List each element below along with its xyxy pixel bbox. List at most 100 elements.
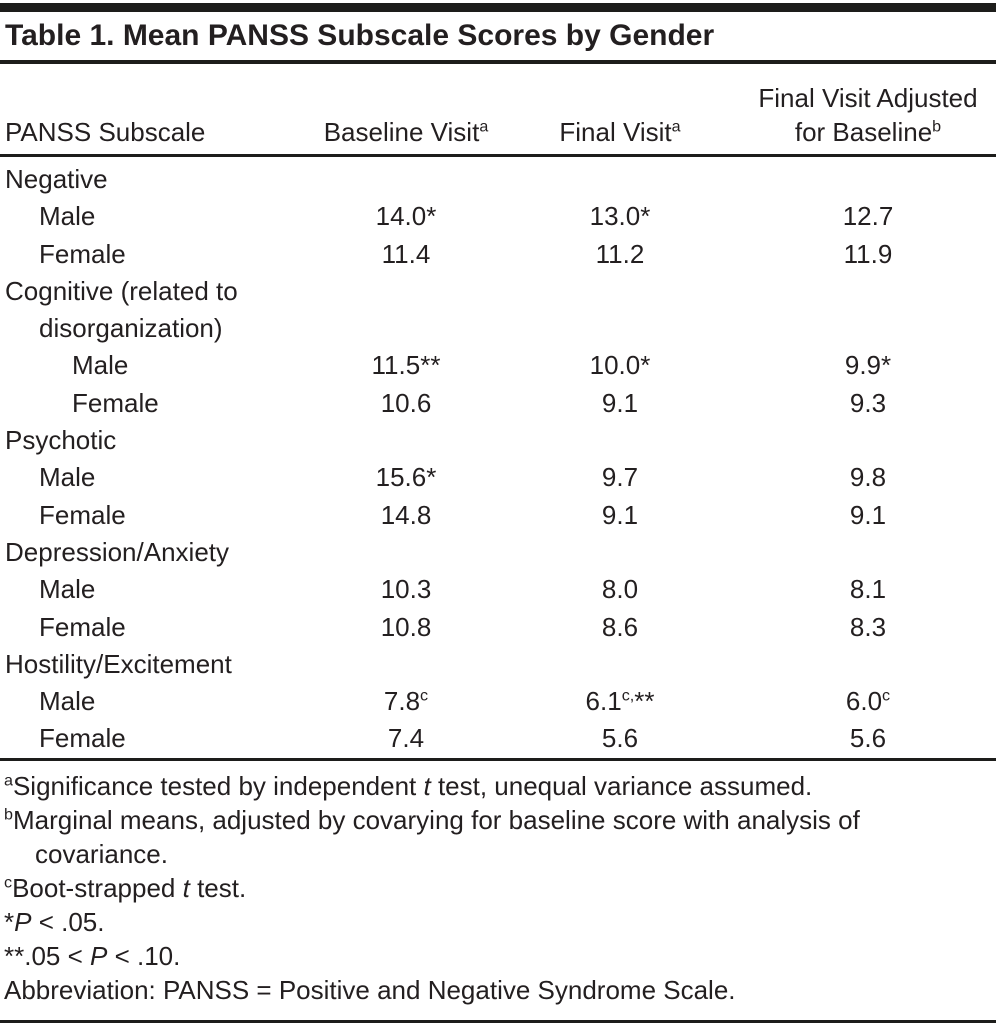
cell-final-visit-adjusted: 11.9 [843, 238, 893, 269]
cell-final-visit-adjusted: 8.3 [849, 611, 887, 642]
cell-baseline-visit: 14.0* [375, 201, 437, 232]
table-title: Table 1. Mean PANSS Subscale Scores by G… [5, 19, 715, 52]
column-header-final-visit-adjusted: Final Visit Adjusted for Baselineb [740, 81, 996, 149]
column-header-final-visit: Final Visita [559, 117, 681, 147]
footnote-line: aSignificance tested by independent t te… [4, 770, 813, 801]
row-label: Male [39, 686, 96, 717]
column-header-final-visit-adjusted-line1: Final Visit Adjusted [758, 83, 978, 113]
table-row: Female 14.8 9.1 9.1 [0, 497, 996, 534]
row-label: Female [39, 611, 126, 642]
table-row: Hostility/Excitement [0, 646, 996, 683]
cell-baseline-visit [322, 534, 490, 571]
cell-baseline-visit: 10.8 [380, 611, 432, 642]
cell-baseline-visit: 10.6 [380, 387, 432, 418]
column-header-final-visit-adjusted-line2: for Baselineb [794, 117, 942, 147]
cell-baseline-visit: 11.4 [381, 238, 431, 269]
title-rule [0, 60, 996, 64]
cell-final-visit [540, 161, 700, 198]
footnote-line: covariance. [35, 838, 168, 869]
header-rule [0, 154, 996, 157]
cell-baseline-visit [322, 310, 490, 347]
cell-final-visit: 6.1c,** [585, 686, 655, 717]
cell-final-visit-adjusted: 9.9* [844, 350, 892, 381]
table-body: Negative Male 14.0* 13.0* 12.7 Female 11.4 11.2… [0, 157, 996, 758]
table-row: Male 10.3 8.0 8.1 [0, 571, 996, 608]
cell-final-visit [540, 534, 700, 571]
body-rule [0, 757, 996, 761]
cell-final-visit-adjusted: 9.8 [849, 462, 887, 493]
row-label: Male [39, 574, 96, 605]
cell-final-visit-adjusted [740, 161, 996, 198]
cell-final-visit-adjusted: 5.6 [849, 723, 887, 754]
cell-final-visit-adjusted [740, 534, 996, 571]
row-label: Female [39, 238, 126, 269]
table-row: Female 10.6 9.1 9.3 [0, 385, 996, 422]
cell-baseline-visit [322, 161, 490, 198]
cell-final-visit-adjusted [740, 422, 996, 459]
footnote-line: cBoot-strapped t test. [4, 872, 247, 903]
cell-final-visit [540, 273, 700, 310]
cell-final-visit: 13.0* [589, 201, 651, 232]
footnotes-block: aSignificance tested by independent t te… [0, 761, 996, 1007]
cell-final-visit [540, 310, 700, 347]
cell-final-visit-adjusted: 9.3 [849, 387, 887, 418]
cell-final-visit: 5.6 [601, 723, 639, 754]
row-label: Female [72, 387, 159, 418]
row-label: Female [39, 723, 126, 754]
top-rule [0, 3, 996, 12]
row-label: Depression/Anxiety [5, 536, 229, 567]
cell-final-visit-adjusted [740, 310, 996, 347]
table-row: Male 15.6* 9.7 9.8 [0, 459, 996, 496]
table-row: Depression/Anxiety [0, 534, 996, 571]
column-header-panss-subscale: PANSS Subscale [5, 117, 206, 147]
cell-final-visit [540, 646, 700, 683]
table-row: Male 11.5** 10.0* 9.9* [0, 347, 996, 384]
cell-baseline-visit [322, 646, 490, 683]
cell-baseline-visit [322, 273, 490, 310]
column-header-baseline-visit: Baseline Visita [323, 117, 489, 147]
cell-final-visit: 9.1 [601, 499, 639, 530]
row-label: Psychotic [5, 425, 117, 456]
row-label: Cognitive (related to [5, 275, 238, 306]
row-label: Male [72, 350, 129, 381]
cell-final-visit-adjusted [740, 646, 996, 683]
cell-final-visit-adjusted: 12.7 [842, 201, 894, 232]
cell-baseline-visit: 11.5** [371, 350, 441, 381]
cell-final-visit-adjusted: 9.1 [849, 499, 887, 530]
cell-final-visit: 9.7 [601, 462, 639, 493]
footnote-line: Abbreviation: PANSS = Positive and Negat… [4, 974, 736, 1005]
table-row: Male 7.8c 6.1c,** 6.0c [0, 683, 996, 720]
footnote-line: *P < .05. [4, 906, 105, 937]
cell-final-visit: 10.0* [589, 350, 651, 381]
cell-final-visit-adjusted: 6.0c [845, 686, 891, 717]
row-label: Male [39, 462, 96, 493]
table-row: disorganization) [0, 310, 996, 347]
table-row: Female 7.4 5.6 5.6 [0, 720, 996, 757]
footnote-line: bMarginal means, adjusted by covarying f… [4, 804, 860, 835]
table-row: Female 11.4 11.2 11.9 [0, 236, 996, 273]
footnote-line: **.05 < P < .10. [4, 940, 181, 971]
cell-baseline-visit: 7.4 [387, 723, 425, 754]
cell-baseline-visit: 14.8 [380, 499, 432, 530]
cell-final-visit-adjusted [740, 273, 996, 310]
cell-final-visit [540, 422, 700, 459]
bottom-rule [0, 1019, 996, 1023]
row-label: Negative [5, 164, 108, 194]
cell-final-visit: 8.6 [601, 611, 639, 642]
cell-baseline-visit: 7.8c [383, 686, 429, 717]
row-label: disorganization) [39, 313, 223, 344]
row-label: Male [39, 201, 96, 232]
cell-final-visit: 9.1 [601, 387, 639, 418]
cell-baseline-visit [322, 422, 490, 459]
cell-final-visit-adjusted: 8.1 [849, 574, 887, 605]
cell-baseline-visit: 15.6* [375, 462, 437, 493]
table-header-row: PANSS Subscale Baseline Visita Final Vis… [0, 64, 996, 154]
table-row: Negative [0, 161, 996, 198]
row-label: Female [39, 499, 126, 530]
cell-final-visit: 11.2 [595, 238, 645, 269]
table-row: Cognitive (related to [0, 273, 996, 310]
row-label: Hostility/Excitement [5, 648, 232, 679]
table-row: Male 14.0* 13.0* 12.7 [0, 198, 996, 235]
table-row: Female 10.8 8.6 8.3 [0, 609, 996, 646]
